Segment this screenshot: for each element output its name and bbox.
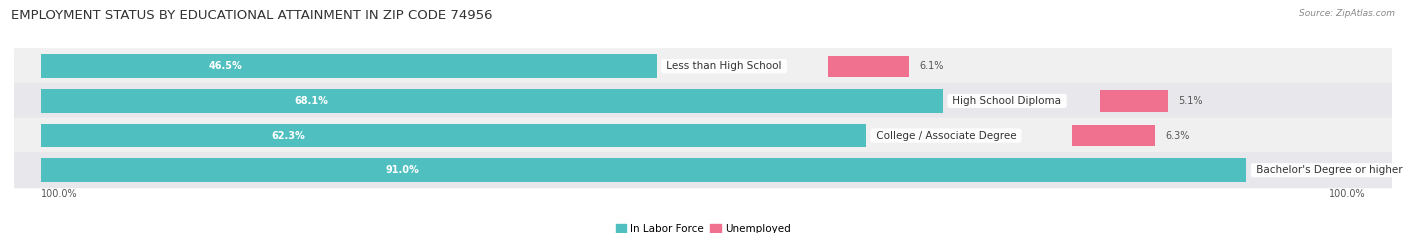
Text: Less than High School: Less than High School: [664, 61, 785, 71]
Text: 6.1%: 6.1%: [920, 61, 943, 71]
Text: 68.1%: 68.1%: [294, 96, 328, 106]
Text: 100.0%: 100.0%: [41, 189, 77, 199]
Bar: [41, 158, 1246, 182]
FancyBboxPatch shape: [14, 152, 1392, 188]
Text: College / Associate Degree: College / Associate Degree: [873, 130, 1019, 140]
FancyBboxPatch shape: [14, 83, 1392, 119]
Text: 5.1%: 5.1%: [1178, 96, 1204, 106]
Bar: [1071, 125, 1156, 146]
Bar: [41, 55, 657, 78]
Bar: [828, 56, 908, 77]
FancyBboxPatch shape: [14, 48, 1392, 84]
Bar: [1101, 90, 1168, 112]
Text: 91.0%: 91.0%: [385, 165, 419, 175]
Text: Source: ZipAtlas.com: Source: ZipAtlas.com: [1299, 9, 1395, 18]
Bar: [41, 89, 943, 113]
Text: EMPLOYMENT STATUS BY EDUCATIONAL ATTAINMENT IN ZIP CODE 74956: EMPLOYMENT STATUS BY EDUCATIONAL ATTAINM…: [11, 9, 492, 22]
Legend: In Labor Force, Unemployed: In Labor Force, Unemployed: [612, 220, 794, 233]
Text: High School Diploma: High School Diploma: [949, 96, 1064, 106]
Bar: [41, 124, 866, 147]
Text: 100.0%: 100.0%: [1329, 189, 1365, 199]
Text: 46.5%: 46.5%: [208, 61, 242, 71]
Text: 6.3%: 6.3%: [1166, 130, 1189, 140]
Text: 62.3%: 62.3%: [271, 130, 305, 140]
FancyBboxPatch shape: [14, 117, 1392, 154]
Text: Bachelor's Degree or higher: Bachelor's Degree or higher: [1253, 165, 1406, 175]
